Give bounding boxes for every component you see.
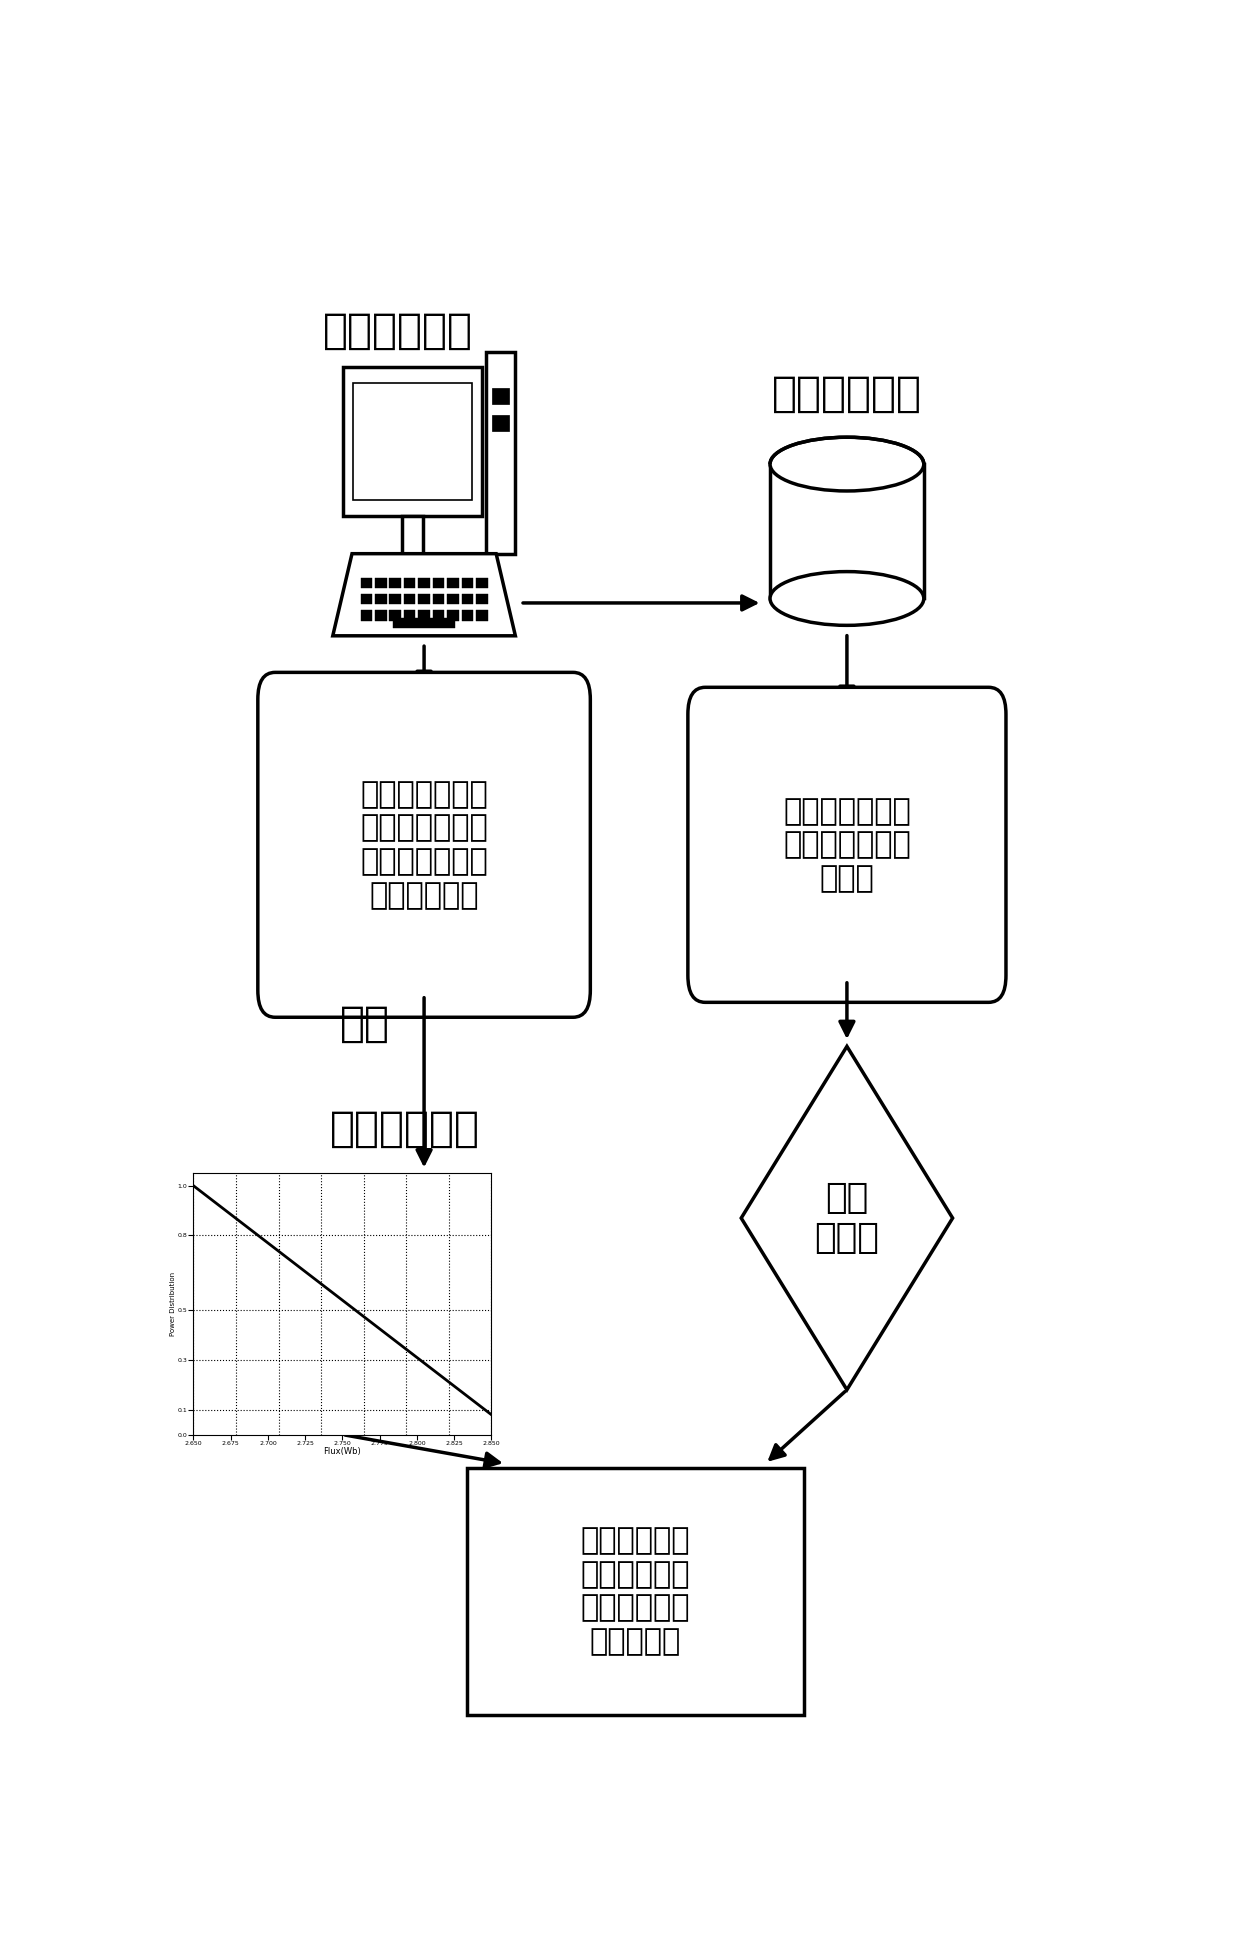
Ellipse shape: [770, 436, 924, 491]
FancyBboxPatch shape: [258, 673, 590, 1018]
Bar: [404, 578, 415, 588]
Bar: [418, 611, 430, 620]
Text: 状态特征矩阵: 状态特征矩阵: [773, 372, 921, 415]
Bar: [389, 611, 401, 620]
Bar: [467, 1468, 804, 1714]
Bar: [343, 366, 482, 516]
PathPatch shape: [742, 1047, 952, 1390]
Bar: [448, 611, 459, 620]
Bar: [402, 516, 423, 555]
Text: 根据退磁程度
决定列车在牵
引过程中的功
率分配系数: 根据退磁程度 决定列车在牵 引过程中的功 率分配系数: [580, 1526, 691, 1656]
Bar: [476, 611, 487, 620]
Bar: [389, 578, 401, 588]
Bar: [476, 593, 487, 605]
Bar: [461, 593, 474, 605]
Text: 离线仿真模型: 离线仿真模型: [324, 310, 474, 353]
Bar: [393, 619, 455, 628]
Bar: [476, 578, 487, 588]
Bar: [353, 384, 471, 500]
Bar: [492, 388, 510, 405]
Bar: [770, 463, 924, 599]
Bar: [448, 578, 459, 588]
Text: 功率分配曲线: 功率分配曲线: [330, 1107, 480, 1150]
Bar: [461, 611, 474, 620]
Bar: [461, 578, 474, 588]
Text: 根据匹配的相似
度对退磁状况进
行估计: 根据匹配的相似 度对退磁状况进 行估计: [782, 797, 911, 894]
Bar: [433, 611, 444, 620]
Ellipse shape: [770, 572, 924, 626]
Bar: [374, 578, 387, 588]
Bar: [361, 611, 372, 620]
Bar: [374, 611, 387, 620]
Bar: [361, 593, 372, 605]
Bar: [404, 611, 415, 620]
Bar: [389, 593, 401, 605]
Bar: [404, 593, 415, 605]
Bar: [418, 593, 430, 605]
Text: 求解不同退磁工
况下，使整体逆
变器寿命最长的
功率分配系数: 求解不同退磁工 况下，使整体逆 变器寿命最长的 功率分配系数: [360, 779, 489, 909]
Bar: [374, 593, 387, 605]
Text: 剩余
退磁量: 剩余 退磁量: [815, 1181, 879, 1255]
Bar: [418, 578, 430, 588]
Bar: [492, 415, 510, 430]
Bar: [448, 593, 459, 605]
Bar: [361, 578, 372, 588]
Polygon shape: [332, 555, 516, 636]
Text: 拟合: 拟合: [341, 1002, 391, 1045]
Bar: [433, 593, 444, 605]
FancyBboxPatch shape: [688, 686, 1006, 1002]
Bar: [433, 578, 444, 588]
Bar: [486, 353, 515, 555]
